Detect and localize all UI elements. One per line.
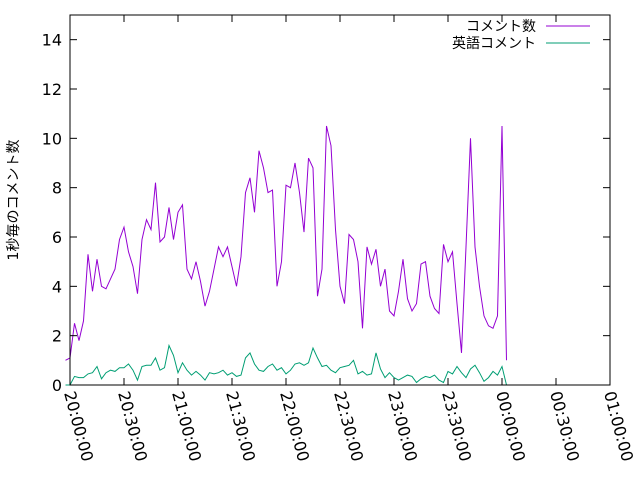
x-tick-label: 23:00:00 <box>384 389 421 463</box>
y-tick-label: 2 <box>52 327 62 346</box>
x-tick-label: 20:30:00 <box>114 389 151 463</box>
x-tick-label: 23:30:00 <box>438 389 475 463</box>
x-tick-label: 21:00:00 <box>168 389 205 463</box>
y-tick-label: 10 <box>42 129 62 148</box>
y-tick-label: 14 <box>42 31 62 50</box>
legend-label: 英語コメント <box>452 35 536 52</box>
series-line <box>65 343 507 386</box>
x-tick-label: 01:00:00 <box>600 389 637 463</box>
y-tick-label: 4 <box>52 277 62 296</box>
plot-lines <box>65 125 507 386</box>
x-tick-label: 00:30:00 <box>546 389 583 463</box>
plot-frame <box>69 14 611 386</box>
series-line <box>65 125 507 361</box>
y-tick-label: 12 <box>42 80 62 99</box>
legend-label: コメント数 <box>466 19 536 35</box>
y-tick-label: 0 <box>52 376 62 395</box>
y-axis-label: 1秒毎のコメント数 <box>6 140 22 261</box>
y-tick-label: 6 <box>52 228 62 247</box>
x-tick-label: 22:30:00 <box>330 389 367 463</box>
y-axis: 0 2 4 6 8 10 12 14 <box>42 31 610 395</box>
x-tick-label: 22:00:00 <box>276 389 313 463</box>
y-tick-label: 8 <box>52 179 62 198</box>
x-tick-label: 20:00:00 <box>60 389 97 463</box>
x-tick-label: 21:30:00 <box>222 389 259 463</box>
x-tick-label: 00:00:00 <box>492 389 529 463</box>
